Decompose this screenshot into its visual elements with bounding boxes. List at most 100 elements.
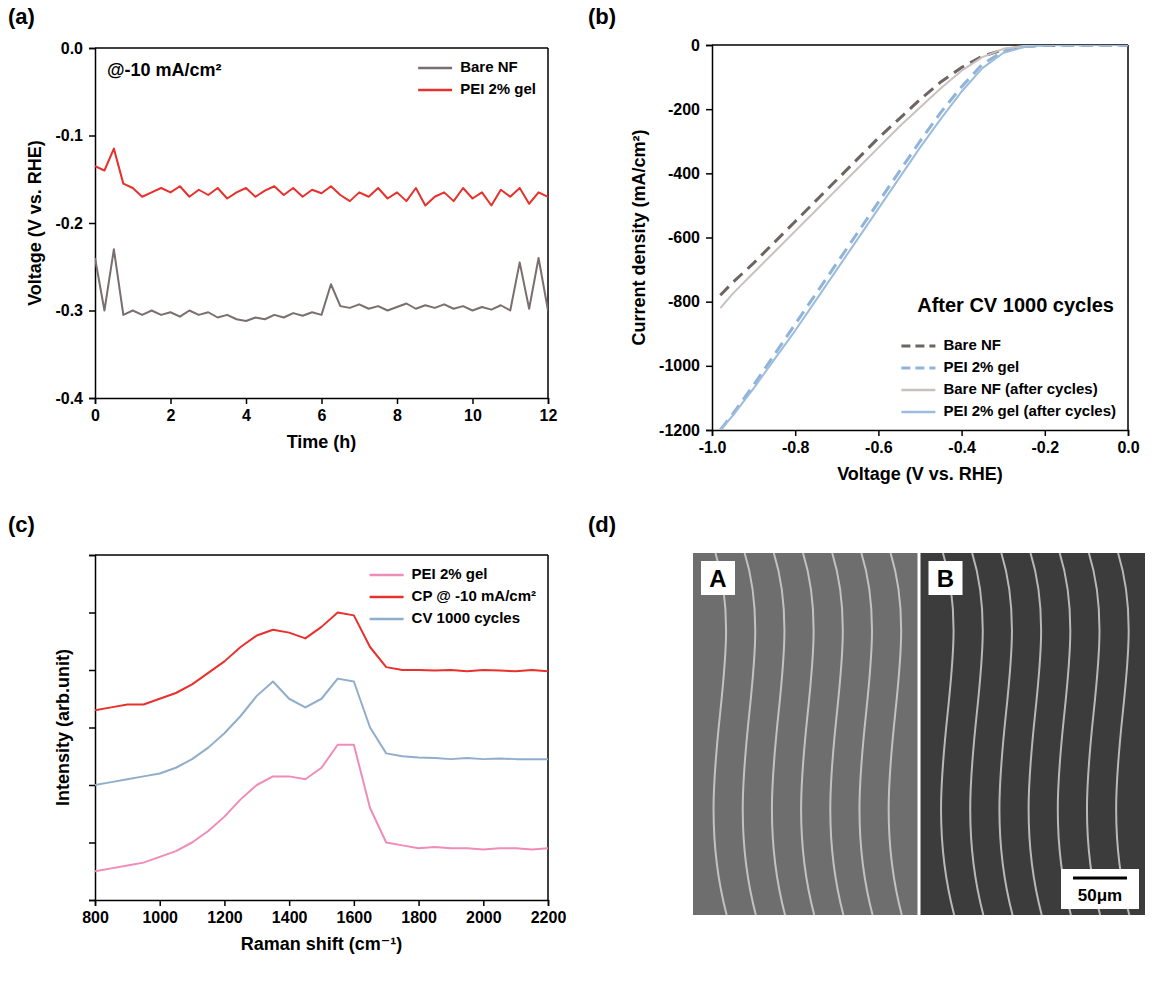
tick-label: 10 bbox=[464, 407, 482, 424]
micrograph-texture bbox=[714, 553, 902, 915]
tick-label: -200 bbox=[668, 101, 700, 118]
tick-mark bbox=[246, 398, 248, 404]
axis-line bbox=[96, 901, 549, 907]
background bbox=[0, 0, 1158, 991]
tick-mark bbox=[89, 842, 95, 844]
tick-label: 1400 bbox=[272, 909, 308, 926]
series-line bbox=[95, 745, 548, 872]
series-line bbox=[720, 45, 1128, 295]
legend-swatch bbox=[901, 345, 935, 348]
tick: -0.4 bbox=[55, 390, 95, 407]
legend-label: CP @ -10 mA/cm² bbox=[412, 587, 536, 604]
tick-mark bbox=[89, 223, 95, 225]
tick-mark bbox=[89, 900, 95, 902]
plot-area bbox=[95, 149, 548, 321]
tick bbox=[89, 843, 95, 844]
x-axis: 8001000120014001600180020002200 bbox=[82, 900, 566, 926]
legend-label: PEI 2% gel bbox=[943, 358, 1019, 375]
tick: -0.8 bbox=[782, 430, 810, 456]
tick: 6 bbox=[318, 398, 327, 424]
tick-label: 2000 bbox=[466, 909, 502, 926]
tick: 1200 bbox=[207, 900, 243, 926]
legend-label: Bare NF bbox=[943, 336, 1001, 353]
axis-line bbox=[96, 399, 549, 405]
tick-mark bbox=[961, 430, 963, 436]
legend-swatch bbox=[901, 389, 935, 392]
tick: -0.1 bbox=[55, 127, 95, 144]
scale-bar-label: 50μm bbox=[1078, 886, 1122, 905]
legend-swatch bbox=[370, 596, 404, 599]
legend-label: PEI 2% gel bbox=[412, 565, 488, 582]
scale-bar-box bbox=[1061, 869, 1139, 909]
tick: -0.6 bbox=[865, 430, 893, 456]
frame bbox=[547, 48, 549, 398]
tick-label: -0.8 bbox=[782, 439, 810, 456]
tick-label: -0.2 bbox=[1032, 439, 1060, 456]
tick-mark bbox=[159, 900, 161, 906]
legend-label: Bare NF bbox=[460, 58, 518, 75]
micrograph bbox=[921, 553, 1146, 915]
tick: 1000 bbox=[142, 900, 178, 926]
panel-label: (d) bbox=[588, 512, 616, 537]
tick-mark bbox=[89, 785, 95, 787]
tick-label: 1800 bbox=[401, 909, 437, 926]
tick-label: -800 bbox=[668, 293, 700, 310]
plot-area bbox=[720, 45, 1128, 430]
legend-swatch bbox=[901, 411, 935, 414]
legend: PEI 2% gel CP @ -10 mA/cm² CV 1000 cycles bbox=[370, 565, 536, 626]
image-label: B bbox=[937, 565, 954, 592]
tick-label: 0.0 bbox=[1117, 439, 1139, 456]
legend-label: PEI 2% gel (after cycles) bbox=[943, 402, 1116, 419]
tick-mark bbox=[321, 398, 323, 404]
x-axis: -1.0 -0.8 -0.6 -0.4 -0.2 0.0 bbox=[699, 430, 1140, 456]
series-line bbox=[95, 149, 548, 206]
legend-label: CV 1000 cycles bbox=[412, 609, 520, 626]
y-axis: 0-200-400-600-800-1000-1200 bbox=[659, 37, 712, 439]
annotation: After CV 1000 cycles bbox=[917, 294, 1114, 316]
tick-mark bbox=[472, 398, 474, 404]
legend-label: PEI 2% gel bbox=[460, 80, 536, 97]
tick bbox=[89, 785, 95, 786]
tick-label: 0.0 bbox=[61, 40, 83, 57]
tick-mark bbox=[548, 398, 550, 404]
tick: -600 bbox=[668, 229, 712, 246]
tick-label: -1.0 bbox=[699, 439, 727, 456]
tick-mark bbox=[397, 398, 399, 404]
tick-label: -0.2 bbox=[55, 215, 83, 232]
scale-bar bbox=[1073, 877, 1127, 880]
tick-mark bbox=[706, 45, 712, 47]
y-axis-title: Current density (mA/cm²) bbox=[629, 129, 649, 345]
tick-label: -600 bbox=[668, 229, 700, 246]
tick bbox=[89, 728, 95, 729]
tick-mark bbox=[89, 135, 95, 137]
tick: 0 bbox=[691, 37, 712, 54]
tick: 0.0 bbox=[1117, 430, 1139, 456]
legend-swatch bbox=[418, 67, 452, 70]
tick: -0.2 bbox=[55, 215, 95, 232]
tick: 0.0 bbox=[61, 40, 95, 57]
tick-label: 1000 bbox=[142, 909, 178, 926]
tick-label: 4 bbox=[242, 407, 251, 424]
tick-label: -0.4 bbox=[948, 439, 976, 456]
tick-mark bbox=[795, 430, 797, 436]
tick-mark bbox=[548, 900, 550, 906]
image-label-box bbox=[929, 561, 963, 595]
tick-mark bbox=[706, 301, 712, 303]
tick-mark bbox=[89, 310, 95, 312]
series-line bbox=[95, 249, 548, 321]
tick: 0 bbox=[91, 398, 100, 424]
tick-label: 2 bbox=[167, 407, 176, 424]
legend-swatch bbox=[418, 89, 452, 92]
tick-mark bbox=[483, 900, 485, 906]
tick-label: -0.6 bbox=[865, 439, 893, 456]
tick-mark bbox=[706, 430, 712, 432]
tick: -800 bbox=[668, 293, 712, 310]
legend-swatch bbox=[370, 618, 404, 621]
tick-mark bbox=[89, 727, 95, 729]
tick-mark bbox=[89, 555, 95, 557]
figure: (a)0246810120.0-0.1-0.2-0.3-0.4Time (h)V… bbox=[0, 0, 1158, 991]
tick-mark bbox=[878, 430, 880, 436]
tick-label: -1200 bbox=[659, 422, 700, 439]
tick-label: 1200 bbox=[207, 909, 243, 926]
tick-label: 12 bbox=[540, 407, 558, 424]
